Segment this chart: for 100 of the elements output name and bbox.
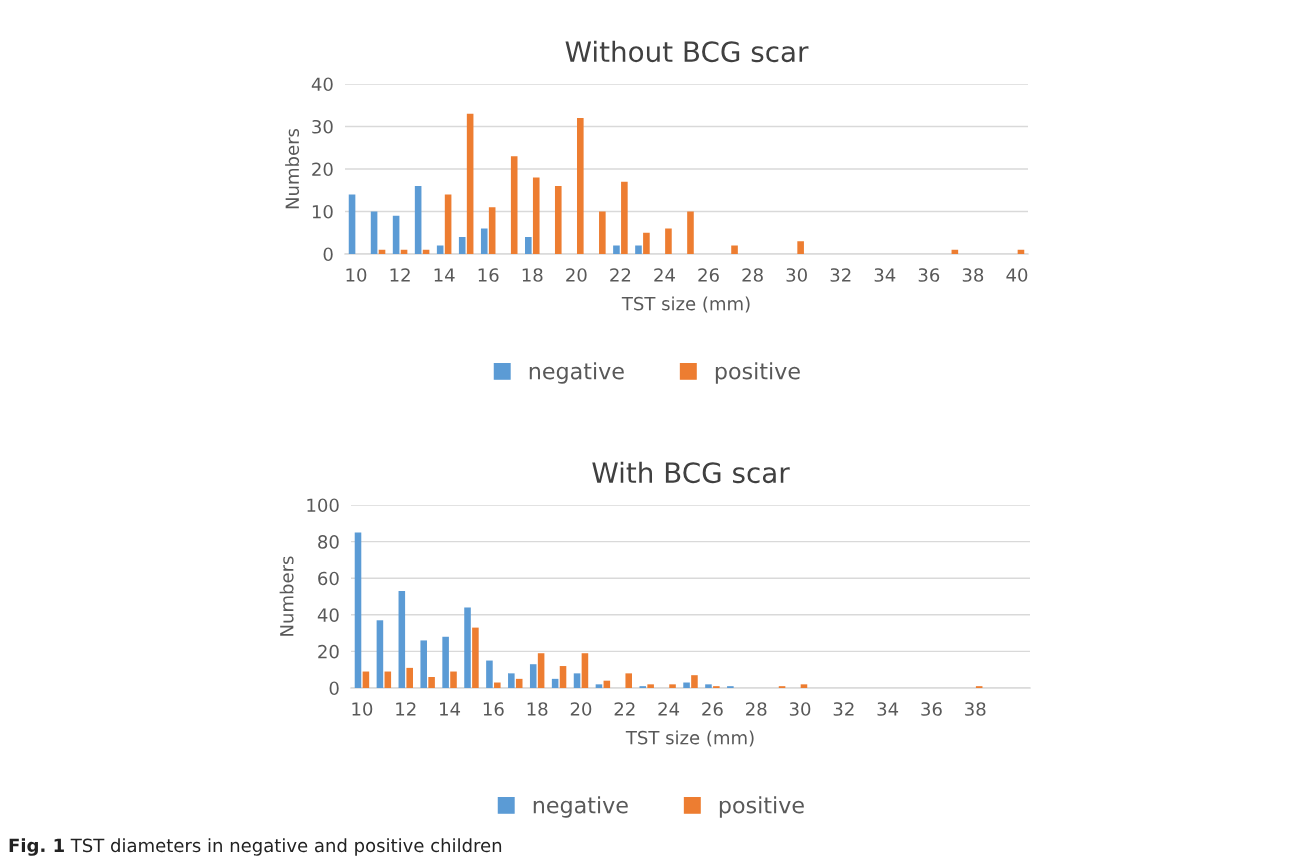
bar	[599, 211, 606, 254]
bar	[466, 113, 474, 254]
text: TST diameters in negative and positive children	[70, 838, 502, 856]
bar	[577, 118, 584, 254]
bar	[398, 591, 406, 688]
x-tick-label: 36	[921, 702, 942, 716]
y-tick-label: 40	[317, 608, 339, 622]
x-tick-label: 10	[352, 702, 373, 716]
bar	[376, 620, 384, 688]
chart-title: With BCG scar	[592, 461, 790, 484]
y-tick-label: 30	[312, 119, 333, 134]
x-tick-label: 12	[390, 268, 410, 282]
bar	[595, 684, 603, 688]
bar	[559, 666, 567, 688]
bar	[687, 211, 694, 254]
bar	[510, 156, 518, 254]
x-tick-label: 22	[610, 268, 631, 282]
x-tick-label: 34	[877, 702, 899, 716]
y-axis-title: Numbers	[285, 128, 300, 209]
bar	[414, 186, 422, 254]
bar	[486, 660, 493, 688]
y-tick-label: 10	[312, 204, 333, 219]
x-tick-label: 30	[786, 268, 807, 282]
bar	[494, 682, 501, 688]
bar	[458, 237, 466, 254]
bar	[643, 232, 650, 254]
bar	[370, 211, 378, 254]
x-tick-label: 34	[874, 268, 896, 282]
bar	[354, 532, 362, 688]
y-tick-label: 20	[312, 162, 333, 177]
x-tick-label: 40	[1006, 268, 1028, 282]
y-axis-title: Numbers	[279, 556, 294, 636]
bar	[480, 228, 488, 254]
x-tick-label: 24	[658, 702, 680, 716]
bar	[515, 678, 523, 688]
bar	[392, 215, 400, 254]
bar	[581, 653, 589, 688]
bar	[731, 245, 738, 254]
y-tick-label: 80	[318, 535, 339, 549]
x-tick-label: 28	[746, 702, 767, 716]
bar	[420, 640, 427, 688]
bar	[537, 653, 545, 688]
x-tick-label: 20	[570, 702, 592, 716]
legend-label: positive	[719, 796, 804, 818]
x-axis-title: TST size (mm)	[621, 296, 750, 313]
bar	[444, 194, 452, 254]
caption: Fig. 1	[9, 838, 64, 856]
bar	[442, 636, 449, 688]
x-tick-label: 26	[698, 268, 719, 282]
x-tick-label: 14	[434, 268, 455, 282]
legend-label: negative	[529, 362, 624, 384]
x-tick-label: 30	[789, 702, 811, 716]
bar	[464, 607, 471, 688]
x-tick-label: 18	[522, 268, 543, 282]
bar	[348, 194, 356, 254]
y-tick-label: 20	[318, 644, 339, 659]
bar	[450, 671, 457, 688]
y-tick-label: 0	[329, 681, 339, 696]
x-tick-label: 24	[654, 268, 675, 282]
x-tick-label: 12	[396, 702, 416, 716]
x-tick-label: 28	[742, 268, 763, 282]
bar	[428, 677, 435, 688]
x-tick-label: 32	[833, 702, 854, 716]
bar	[508, 673, 515, 688]
bar	[573, 673, 581, 688]
bar	[797, 241, 804, 254]
x-tick-label: 10	[346, 268, 367, 282]
bar	[529, 664, 537, 688]
legend-label: negative	[533, 796, 628, 818]
x-tick-label: 32	[830, 268, 851, 282]
bar	[683, 682, 690, 688]
bar	[625, 673, 633, 688]
bar	[551, 678, 559, 688]
legend-label: positive	[715, 362, 800, 384]
bar	[669, 684, 676, 688]
x-tick-label: 20	[566, 268, 587, 282]
x-tick-label: 14	[440, 702, 461, 716]
bar	[665, 228, 672, 254]
y-tick-label: 60	[318, 571, 339, 586]
bar	[800, 684, 808, 688]
bar	[635, 245, 642, 254]
bar	[406, 667, 413, 688]
bar	[436, 245, 444, 254]
bar	[532, 177, 540, 254]
y-tick-label: 40	[311, 77, 333, 92]
x-tick-label: 18	[527, 702, 548, 716]
bar	[691, 675, 698, 688]
bar	[621, 181, 628, 254]
x-tick-label: 36	[918, 268, 940, 282]
x-tick-label: 38	[962, 268, 984, 282]
bar	[613, 245, 620, 254]
x-tick-label: 22	[614, 702, 635, 716]
x-tick-label: 26	[702, 702, 723, 716]
x-tick-label: 38	[965, 702, 986, 716]
bar	[647, 684, 654, 688]
x-axis-title: TST size (mm)	[625, 730, 754, 747]
bar	[554, 186, 562, 254]
y-tick-label: 100	[307, 498, 339, 513]
bar	[705, 684, 712, 688]
bar	[488, 207, 496, 254]
